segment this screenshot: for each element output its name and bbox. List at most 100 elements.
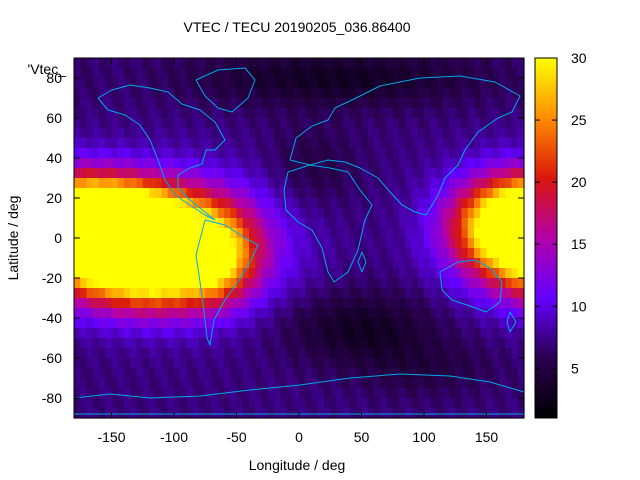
heatmap-cell (392, 88, 400, 99)
heatmap-cell (161, 238, 169, 249)
heatmap-cell (392, 208, 400, 219)
heatmap-cell (111, 258, 119, 269)
heatmap-cell (399, 328, 406, 339)
heatmap-cell (224, 368, 231, 379)
heatmap-cell (192, 288, 200, 299)
heatmap-cell (111, 348, 119, 359)
heatmap-cell (336, 98, 344, 109)
heatmap-cell (349, 178, 356, 189)
heatmap-cell (80, 298, 88, 309)
heatmap-cell (474, 228, 481, 239)
heatmap-cell (386, 248, 394, 259)
heatmap-cell (461, 338, 469, 349)
heatmap-cell (511, 158, 519, 169)
heatmap-cell (80, 388, 88, 399)
heatmap-cell (174, 328, 181, 339)
heatmap-cell (324, 138, 331, 149)
heatmap-cell (392, 268, 400, 279)
heatmap-cell (474, 168, 481, 179)
heatmap-cell (211, 108, 219, 119)
heatmap-cell (180, 68, 188, 79)
heatmap-cell (80, 188, 88, 199)
heatmap-cell (355, 248, 363, 259)
heatmap-cell (355, 208, 363, 219)
heatmap-cell (124, 288, 131, 299)
heatmap-cell (142, 168, 150, 179)
heatmap-cell (74, 408, 81, 419)
heatmap-cell (380, 368, 388, 379)
heatmap-cell (430, 78, 438, 89)
heatmap-cell (311, 328, 319, 339)
heatmap-cell (149, 198, 156, 209)
heatmap-cell (292, 258, 300, 269)
heatmap-cell (230, 148, 238, 159)
heatmap-cell (111, 188, 119, 199)
heatmap-cell (280, 198, 288, 209)
heatmap-cell (74, 108, 81, 119)
heatmap-cell (267, 88, 275, 99)
heatmap-cell (299, 388, 306, 399)
heatmap-cell (136, 238, 144, 249)
heatmap-cell (405, 408, 413, 419)
heatmap-cell (386, 108, 394, 119)
heatmap-cell (386, 318, 394, 329)
heatmap-cell (455, 238, 463, 249)
heatmap-cell (267, 68, 275, 79)
heatmap-cell (205, 78, 213, 89)
heatmap-cell (130, 68, 138, 79)
heatmap-cell (161, 388, 169, 399)
heatmap-cell (261, 368, 269, 379)
heatmap-cell (255, 98, 263, 109)
heatmap-cell (330, 278, 338, 289)
heatmap-cell (474, 138, 481, 149)
heatmap-cell (142, 328, 150, 339)
heatmap-cell (211, 178, 219, 189)
heatmap-cell (280, 328, 288, 339)
heatmap-cell (155, 128, 163, 139)
heatmap-cell (124, 278, 131, 289)
heatmap-cell (74, 128, 81, 139)
heatmap-cell (442, 268, 450, 279)
heatmap-cell (417, 158, 425, 169)
heatmap-cell (461, 88, 469, 99)
heatmap-cell (217, 228, 225, 239)
heatmap-cell (405, 118, 413, 129)
heatmap-cell (342, 288, 350, 299)
heatmap-cell (392, 348, 400, 359)
heatmap-cell (217, 328, 225, 339)
heatmap-cell (217, 78, 225, 89)
heatmap-cell (349, 168, 356, 179)
heatmap-cell (180, 358, 188, 369)
heatmap-cell (230, 88, 238, 99)
heatmap-cell (480, 68, 488, 79)
heatmap-cell (461, 168, 469, 179)
heatmap-cell (342, 58, 350, 69)
heatmap-cell (430, 208, 438, 219)
heatmap-cell (517, 268, 525, 279)
heatmap-cell (236, 138, 244, 149)
heatmap-cell (399, 388, 406, 399)
heatmap-cell (205, 268, 213, 279)
heatmap-cell (230, 98, 238, 109)
heatmap-cell (442, 138, 450, 149)
heatmap-cell (217, 208, 225, 219)
heatmap-cell (105, 218, 113, 229)
heatmap-cell (249, 298, 256, 309)
heatmap-cell (261, 118, 269, 129)
heatmap-cell (292, 168, 300, 179)
heatmap-cell (517, 118, 525, 129)
heatmap-cell (274, 318, 281, 329)
heatmap-cell (155, 248, 163, 259)
heatmap-cell (199, 408, 206, 419)
heatmap-cell (74, 208, 81, 219)
heatmap-cell (224, 328, 231, 339)
heatmap-cell (267, 178, 275, 189)
heatmap-cell (311, 278, 319, 289)
heatmap-cell (186, 68, 194, 79)
heatmap-cell (467, 278, 475, 289)
heatmap-cell (511, 118, 519, 129)
heatmap-cell (411, 178, 419, 189)
heatmap-cell (436, 258, 444, 269)
heatmap-cell (380, 98, 388, 109)
heatmap-cell (167, 138, 175, 149)
